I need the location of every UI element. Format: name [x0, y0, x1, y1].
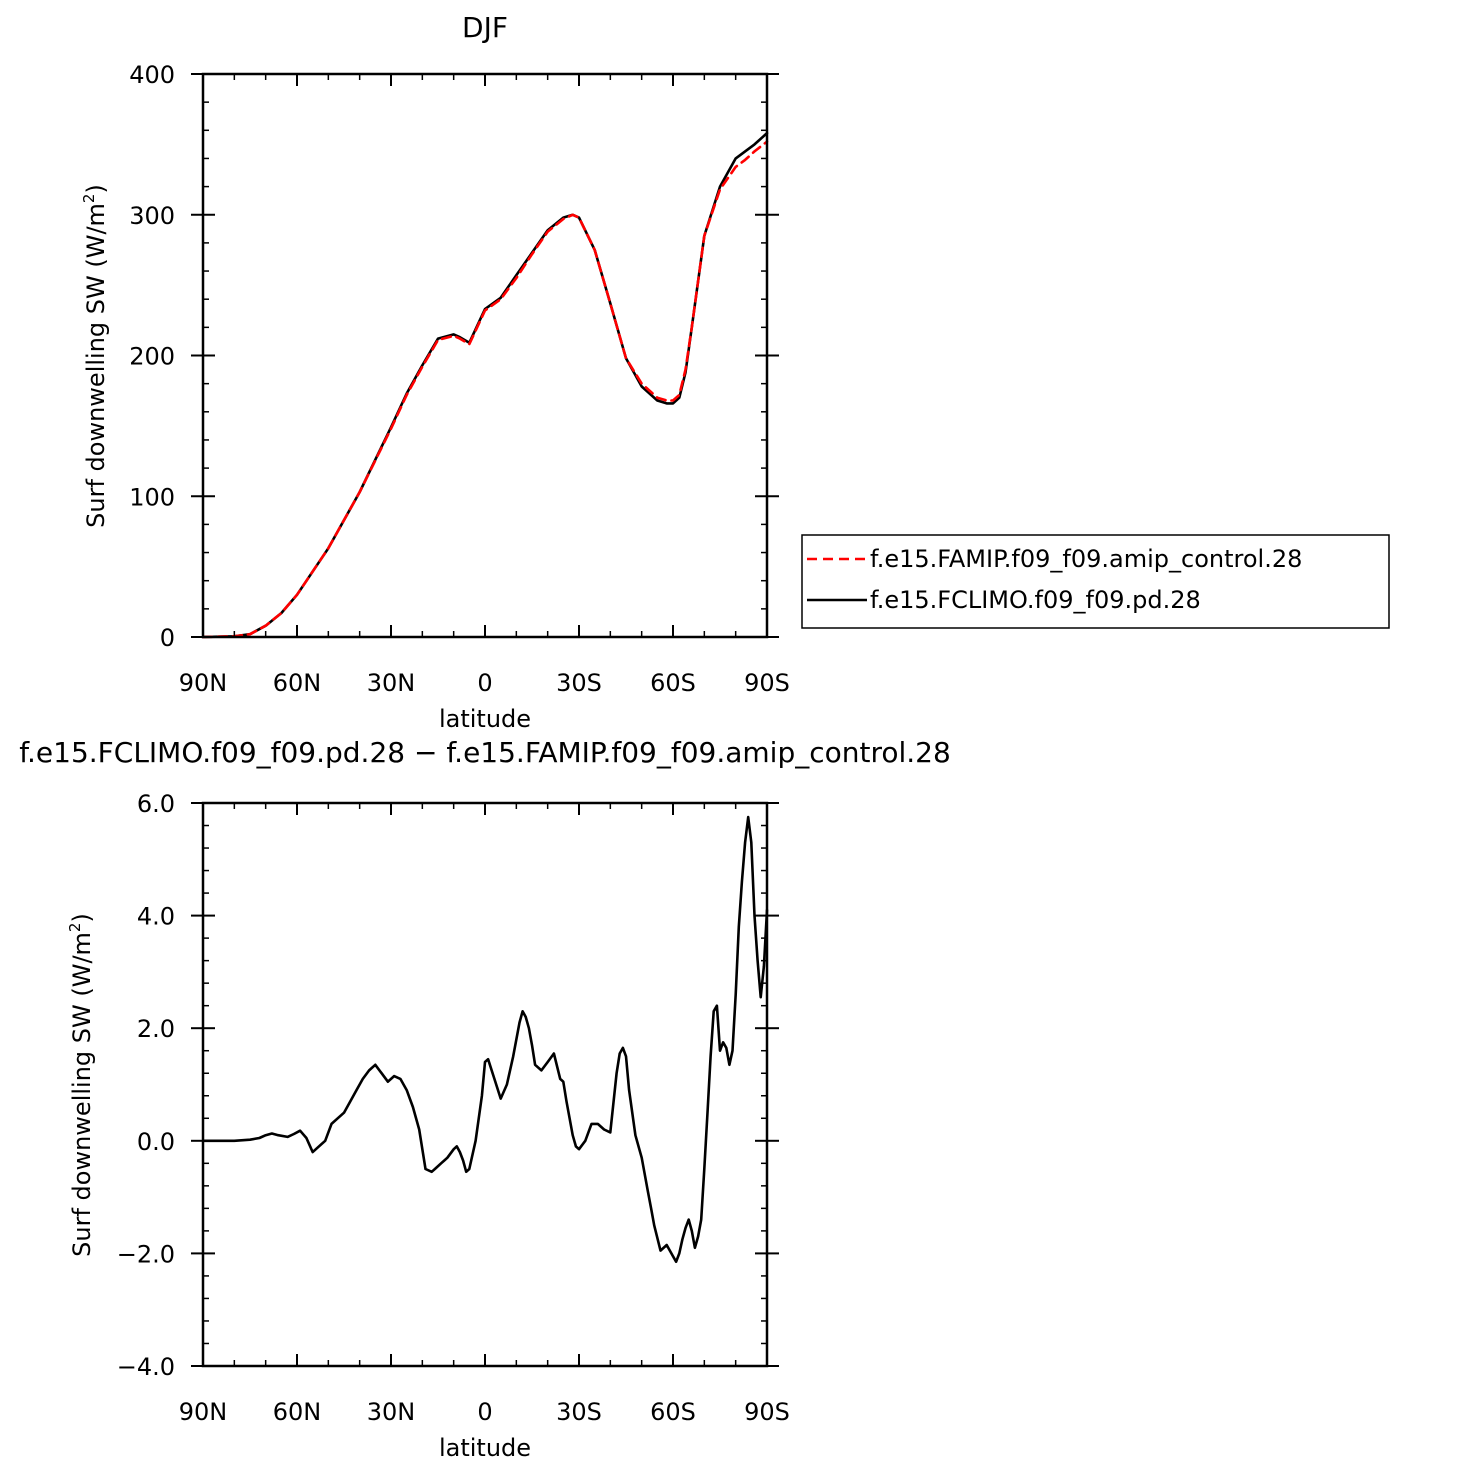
bottom-chart-ytick-label: 2.0	[137, 1015, 175, 1043]
top-chart-xtick-label: 60S	[650, 669, 696, 697]
top-chart-ticks: 90N 60N 30N 0 30S 60S 90S 0 100 200 300 400	[129, 61, 790, 697]
top-chart-xtick-label: 60N	[273, 669, 322, 697]
top-chart: DJF 90N 60N 30N 0 30S 60S 90S 0 100 200 300 400 lat…	[80, 11, 790, 733]
bottom-chart-series-layer	[201, 815, 769, 1264]
bottom-chart-xtick-label: 30N	[367, 1398, 416, 1426]
bottom-chart-ytick-label: 6.0	[137, 790, 175, 818]
top-chart-xtick-label: 90S	[744, 669, 790, 697]
legend-label-famip: f.e15.FAMIP.f09_f09.amip_control.28	[870, 545, 1302, 573]
top-chart-xtick-label: 30S	[556, 669, 602, 697]
bottom-chart: f.e15.FCLIMO.f09_f09.pd.28 − f.e15.FAMIP…	[19, 736, 951, 1462]
top-chart-xtick-label: 30N	[367, 669, 416, 697]
top-chart-series-line-0	[201, 140, 769, 639]
top-chart-title: DJF	[462, 11, 508, 44]
bottom-chart-ytick-label: −2.0	[117, 1240, 175, 1268]
bottom-chart-xtick-label: 0	[477, 1398, 492, 1426]
bottom-chart-xtick-label: 60S	[650, 1398, 696, 1426]
legend-label-fclimo: f.e15.FCLIMO.f09_f09.pd.28	[870, 586, 1201, 614]
bottom-chart-xtick-label: 90N	[179, 1398, 228, 1426]
bottom-chart-ylabel-tail: )	[68, 913, 96, 922]
top-chart-ytick-label: 100	[129, 483, 175, 511]
top-chart-ylabel: Surf downwelling SW (W/m2)	[80, 184, 110, 528]
top-chart-ylabel-tail: )	[82, 184, 110, 193]
top-chart-plot-frame	[201, 72, 769, 639]
legend-box	[801, 534, 1390, 629]
top-chart-xtick-label: 0	[477, 669, 492, 697]
top-chart-ytick-label: 300	[129, 202, 175, 230]
bottom-chart-ylabel-sup: 2	[66, 923, 84, 933]
bottom-chart-ylabel-text: Surf downwelling SW (W/m	[68, 932, 96, 1257]
bottom-chart-ytick-label: 0.0	[137, 1128, 175, 1156]
top-chart-ytick-label: 0	[160, 624, 175, 652]
bottom-chart-ticks: 90N 60N 30N 0 30S 60S 90S −4.0 −2.0 0.0 2.0 4.0 6.0	[117, 790, 790, 1426]
bottom-chart-title: f.e15.FCLIMO.f09_f09.pd.28 − f.e15.FAMIP…	[19, 736, 951, 769]
top-chart-ytick-label: 400	[129, 61, 175, 89]
top-chart-ylabel-text: Surf downwelling SW (W/m	[82, 203, 110, 528]
top-chart-ytick-label: 200	[129, 343, 175, 371]
top-chart-ylabel-sup: 2	[80, 194, 98, 204]
bottom-chart-plot-frame	[201, 801, 769, 1368]
legend: f.e15.FAMIP.f09_f09.amip_control.28 f.e1…	[801, 534, 1390, 629]
bottom-chart-ytick-label: −4.0	[117, 1353, 175, 1381]
bottom-chart-ytick-label: 4.0	[137, 903, 175, 931]
bottom-chart-xtick-label: 90S	[744, 1398, 790, 1426]
bottom-chart-xtick-label: 60N	[273, 1398, 322, 1426]
bottom-chart-ylabel: Surf downwelling SW (W/m2)	[66, 913, 96, 1257]
top-chart-xlabel: latitude	[439, 705, 531, 733]
bottom-chart-series-line-0	[201, 815, 769, 1264]
bottom-chart-xlabel: latitude	[439, 1434, 531, 1462]
top-chart-xtick-label: 90N	[179, 669, 228, 697]
bottom-chart-xtick-label: 30S	[556, 1398, 602, 1426]
top-chart-series-layer	[201, 131, 769, 639]
